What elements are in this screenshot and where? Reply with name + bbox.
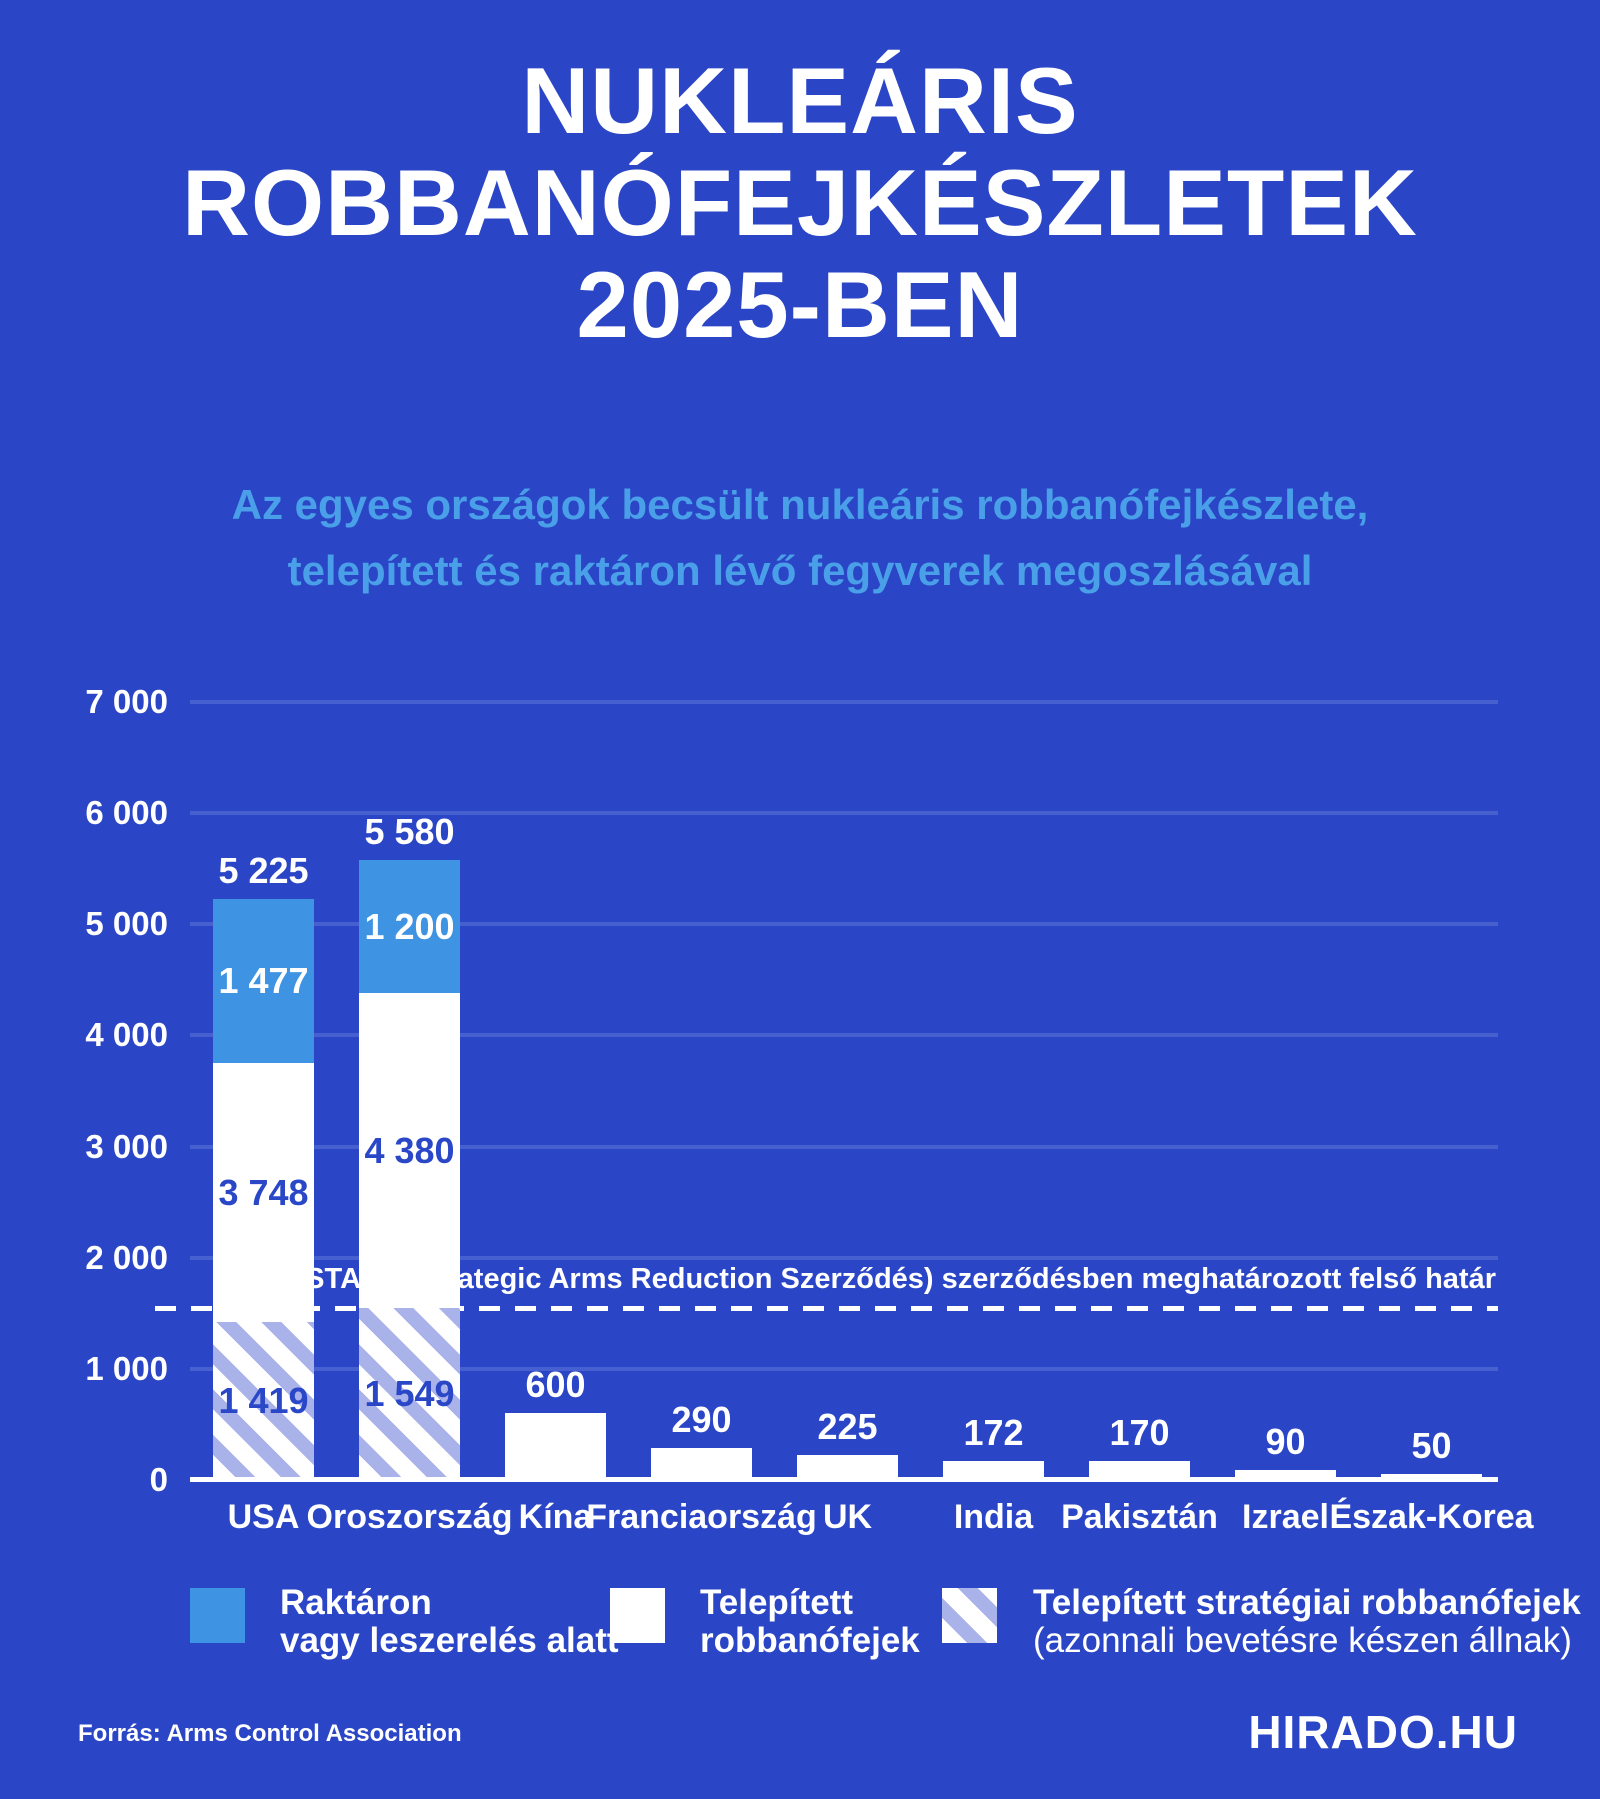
value-label-pakisztan-total: 170 [1109,1412,1170,1454]
stacked-bar-chart: Új START (Strategic Arms Reduction Szerz… [155,700,1534,1536]
page-subtitle: Az egyes országok becsült nukleáris robb… [0,472,1600,604]
x-axis-label-usa: USA [227,1498,300,1536]
brand-logo: HIRADO.HU [1248,1706,1518,1758]
value-label-oroszorszag-deployed: 4 380 [364,1129,455,1171]
x-axis-label-kina: Kína [518,1498,593,1536]
source-credit: Forrás: Arms Control Association [78,1720,462,1747]
y-tick-label-3000: 3 000 [85,1127,168,1165]
value-label-oroszorszag-total: 5 580 [364,810,455,852]
legend-label-deployed-line-1: Telepített [700,1583,853,1622]
page-title: NUKLEÁRIS ROBBANÓFEJKÉSZLETEK 2025-BEN [0,50,1600,356]
bar-pakisztan [1089,1461,1190,1480]
x-axis-label-izrael: Izrael [1242,1498,1329,1536]
start-treaty-limit-label: Új START (Strategic Arms Reduction Szerz… [268,1262,1496,1295]
value-label-usa-total: 5 225 [218,850,309,892]
x-axis-label-pakisztan: Pakisztán [1061,1498,1218,1536]
gridline-4000 [190,1033,1498,1038]
bar-uk [797,1454,898,1480]
value-label-izrael-total: 90 [1265,1420,1306,1462]
legend-label-stored: Raktáron vagy leszerelés alatt [280,1584,619,1660]
value-label-usa-stored: 1 477 [218,960,309,1002]
value-label-oroszorszag-strategic: 1 549 [364,1372,455,1414]
value-label-eszak-korea-total: 50 [1411,1425,1452,1467]
bar-kina [505,1413,606,1480]
y-tick-label-5000: 5 000 [85,905,168,943]
y-tick-label-4000: 4 000 [85,1016,168,1054]
page-title-line-2: ROBBANÓFEJKÉSZLETEK [182,150,1418,255]
gridline-3000 [190,1144,1498,1149]
legend-label-strategic: Telepített stratégiai robbanófejek (azon… [1033,1584,1581,1660]
x-axis-label-uk: UK [822,1498,873,1536]
bar-india [943,1460,1044,1480]
y-tick-label-2000: 2 000 [85,1238,168,1276]
page-title-line-1: NUKLEÁRIS [521,48,1079,153]
y-tick-label-0: 0 [149,1461,168,1498]
x-axis-label-oroszorszag: Oroszország [306,1498,513,1536]
legend-label-strategic-line-2: (azonnali bevetésre készen állnak) [1033,1621,1572,1660]
y-tick-label-7000: 7 000 [85,683,168,720]
legend-label-stored-line-1: Raktáron [280,1583,432,1622]
value-label-oroszorszag-stored: 1 200 [364,905,455,947]
y-tick-label-6000: 6 000 [85,794,168,832]
x-axis-label-franciaorszag: Franciaország [586,1498,817,1536]
gridline-7000 [190,700,1498,704]
x-axis-line [190,1477,1498,1482]
bar-usa-strategic-segment [213,1322,314,1480]
x-axis-label-eszak-korea: Észak-Korea [1329,1498,1534,1536]
bar-franciaorszag [651,1447,752,1480]
gridline-6000 [190,811,1498,816]
legend-swatch-strategic [942,1588,997,1643]
legend-label-stored-line-2: vagy leszerelés alatt [280,1621,619,1660]
value-label-kina-total: 600 [525,1364,586,1406]
bar-usa-stored-segment [213,899,314,1064]
legend-label-deployed-line-2: robbanófejek [700,1621,920,1660]
value-label-uk-total: 225 [817,1405,878,1447]
page-subtitle-line-1: Az egyes országok becsült nukleáris robb… [231,481,1369,528]
legend-swatch-stored [190,1588,245,1643]
bar-oroszorszag-strategic-segment [359,1307,460,1480]
legend-label-deployed: Telepített robbanófejek [700,1584,920,1660]
value-label-franciaorszag-total: 290 [671,1398,732,1440]
legend-label-strategic-line-1: Telepített stratégiai robbanófejek [1033,1583,1581,1622]
start-treaty-limit-line [155,1305,1498,1311]
gridline-2000 [190,1255,1498,1260]
bar-oroszorszag [359,859,460,1480]
value-label-india-total: 172 [963,1411,1024,1453]
value-label-usa-strategic: 1 419 [218,1380,309,1422]
bar-oroszorszag-stored-segment [359,859,460,994]
x-axis-label-india: India [953,1498,1034,1536]
gridline-1000 [190,1366,1498,1371]
gridline-5000 [190,922,1498,927]
y-tick-label-1000: 1 000 [85,1349,168,1387]
page-subtitle-line-2: telepített és raktáron lévő fegyverek me… [287,547,1313,594]
bar-izrael [1235,1469,1336,1480]
value-label-usa-deployed: 3 748 [218,1171,309,1213]
page-title-line-3: 2025-BEN [576,252,1024,357]
bar-usa [213,899,314,1480]
legend-swatch-deployed [610,1588,665,1643]
